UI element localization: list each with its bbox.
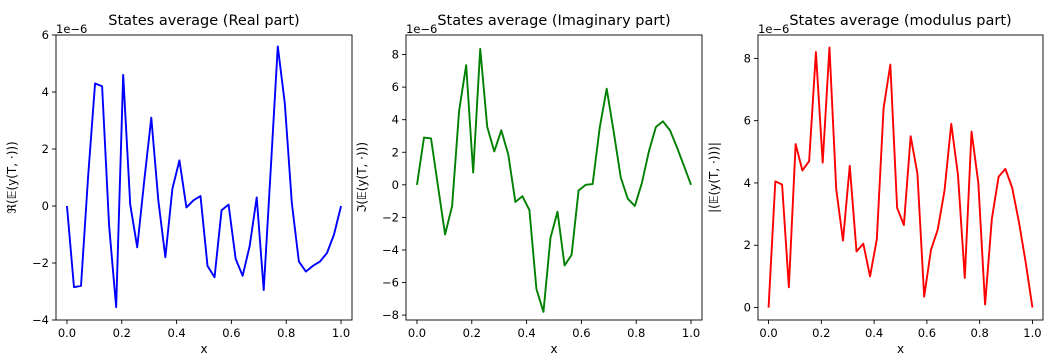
y-axis-label: ℑ(𝔼(y(T, ·))) [355, 142, 369, 213]
x-tick-label: 0.0 [58, 326, 76, 340]
plot-frame [757, 34, 1044, 321]
y-axis-label: |(𝔼(y(T, ·)))| [707, 142, 721, 213]
axis-offset-text: 1e−6 [56, 22, 87, 36]
y-tick-label: 0 [392, 178, 399, 192]
x-tick-label: 0.4 [865, 326, 883, 340]
y-tick-label: 4 [392, 113, 399, 127]
x-tick-label: 1.0 [332, 326, 350, 340]
series-line [416, 47, 692, 313]
y-tick-label: 4 [42, 85, 49, 99]
x-tick-label: 0.4 [167, 326, 185, 340]
x-tick-label: 0.8 [971, 326, 989, 340]
axis-offset-text: 1e−6 [406, 22, 437, 36]
x-tick-label: 0.6 [222, 326, 240, 340]
y-tick-label: −8 [382, 308, 399, 322]
y-axis-label: ℜ(𝔼(y(T, ·))) [5, 141, 19, 214]
series-line [767, 46, 1034, 308]
axis-offset-text: 1e−6 [758, 22, 789, 36]
x-axis-label: x [897, 342, 904, 356]
x-tick-label: 0.0 [408, 326, 426, 340]
x-tick-label: 0.2 [113, 326, 131, 340]
chart-panel-2: States average (Imaginary part)1e−6 0.0 0.… [355, 13, 703, 356]
y-tick-label: −2 [32, 256, 49, 270]
y-tick-label: −4 [32, 313, 49, 327]
chart-panel-1: States average (Real part) 1e−6 0.0 0.2 0.4 0… [5, 13, 353, 356]
chart-title: States average (modulus part) [789, 13, 1011, 29]
y-tick-label: 8 [744, 51, 751, 65]
y-tick-label: 6 [744, 114, 751, 128]
plot-frame [405, 34, 703, 321]
chart-panel-3: States average (modulus part)1e−6 0.0 0.2 0… [707, 13, 1044, 356]
x-tick-label: 0.6 [918, 326, 936, 340]
y-tick-label: −2 [382, 210, 399, 224]
chart-title: States average (Real part) [108, 13, 299, 29]
y-tick-label: 6 [42, 28, 49, 42]
y-tick-label: 0 [744, 301, 751, 315]
y-tick-label: 2 [42, 142, 49, 156]
x-tick-label: 0.4 [517, 326, 535, 340]
x-tick-label: 1.0 [1023, 326, 1041, 340]
series-line [66, 45, 342, 309]
y-tick-label: 0 [42, 199, 49, 213]
x-tick-label: 1.0 [682, 326, 700, 340]
x-axis-label: x [200, 342, 207, 356]
chart-title: States average (Imaginary part) [437, 13, 670, 29]
x-tick-label: 0.0 [759, 326, 777, 340]
plot-frame [55, 34, 353, 321]
x-tick-label: 0.8 [277, 326, 295, 340]
x-tick-label: 0.2 [812, 326, 830, 340]
x-tick-label: 0.2 [463, 326, 481, 340]
y-tick-label: 4 [744, 176, 751, 190]
y-tick-label: −4 [382, 243, 399, 257]
x-tick-label: 0.6 [572, 326, 590, 340]
x-axis-label: x [550, 342, 557, 356]
x-tick-label: 0.8 [627, 326, 645, 340]
y-tick-label: 8 [392, 48, 399, 62]
y-tick-label: 2 [392, 145, 399, 159]
y-tick-label: 6 [392, 80, 399, 94]
y-tick-label: 2 [744, 238, 751, 252]
y-tick-label: −6 [382, 276, 399, 290]
